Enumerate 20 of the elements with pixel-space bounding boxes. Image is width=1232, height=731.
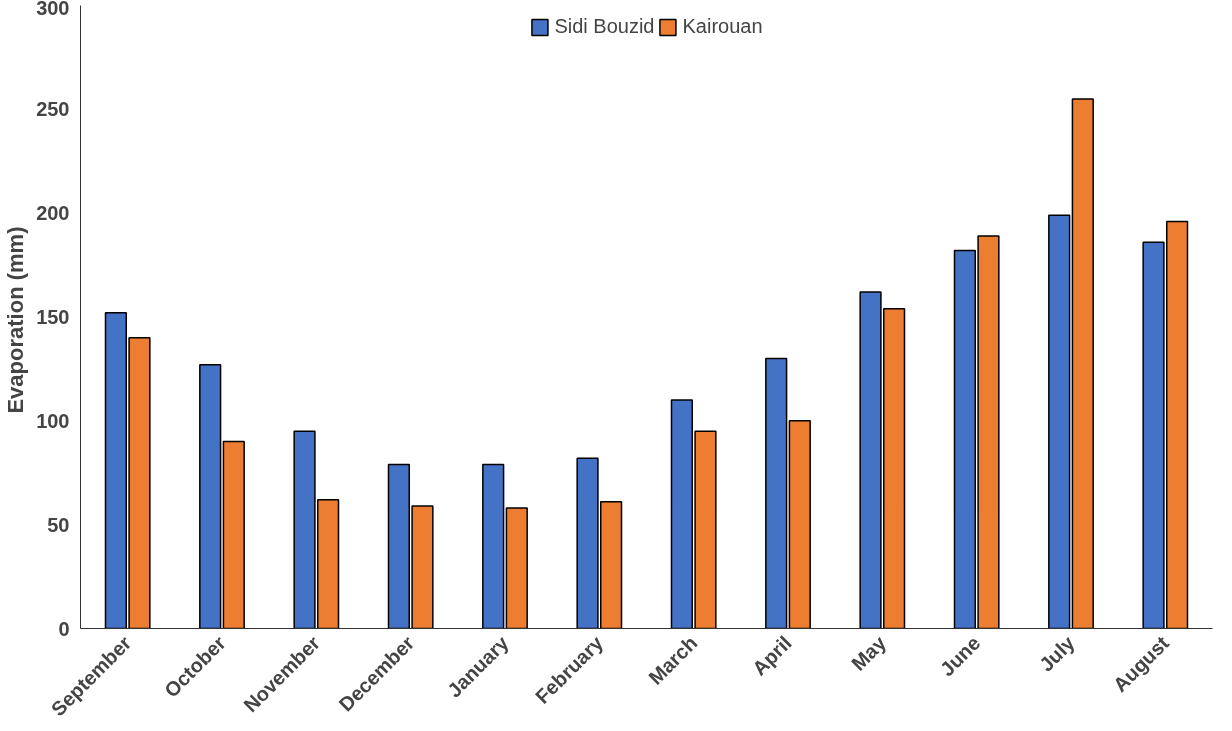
bar [199, 364, 222, 629]
y-tick-label: 0 [58, 617, 70, 640]
y-tick-label: 100 [36, 409, 70, 432]
bar [765, 357, 788, 629]
legend-label: Sidi Bouzid [554, 15, 655, 38]
bar [788, 420, 811, 629]
y-tick-label: 300 [36, 0, 70, 19]
y-tick-label: 150 [36, 306, 70, 328]
bar [482, 463, 505, 629]
legend-label: Kairouan [682, 15, 763, 38]
y-tick-label: 50 [47, 513, 70, 536]
bar [222, 440, 245, 629]
x-tick-label: July [1034, 631, 1080, 676]
y-axis-title: Evaporation (mm) [3, 226, 29, 414]
bar [1048, 214, 1071, 629]
bar [1071, 98, 1094, 629]
y-tick-label: 250 [36, 98, 70, 121]
y-tick-label: 200 [36, 202, 70, 225]
bar [505, 507, 528, 629]
x-tick-label: May [847, 631, 891, 675]
